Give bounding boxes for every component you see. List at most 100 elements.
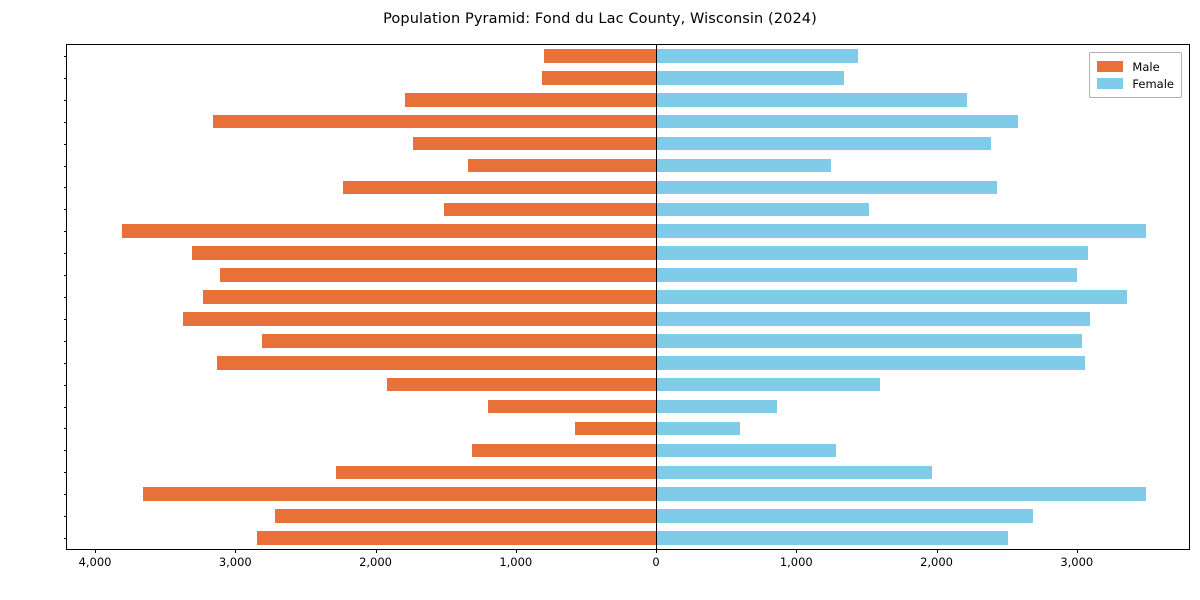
bar-female [656,180,997,195]
bar-female [656,334,1082,348]
y-axis-tick-mark [63,99,67,101]
bar-female [656,202,870,217]
y-axis-tick-mark [63,297,67,298]
x-axis-tick-mark [375,549,377,553]
bar-row [67,246,1189,260]
legend-entry[interactable]: Male [1097,58,1174,75]
x-axis-tick-mark [796,549,798,553]
x-axis-tick-label: 2,000 [920,555,954,569]
bar-row [67,399,1189,414]
x-axis-tick-mark [235,549,237,553]
bar-male [467,158,657,173]
bars-layer [67,45,1189,549]
bar-row [67,334,1189,348]
bar-row [67,443,1189,458]
chart-legend: Male Female [1089,52,1182,98]
bar-male [405,92,657,107]
bar-male [274,509,657,523]
legend-label: Male [1132,59,1160,74]
bar-male [220,268,657,282]
x-axis-tick-mark [515,549,517,553]
bar-female [656,377,881,392]
bar-row [67,49,1189,63]
bar-female [656,421,741,436]
bar-female [656,71,844,85]
bar-row [67,158,1189,173]
y-axis-tick-mark [63,516,67,518]
y-axis-tick-mark [63,121,67,123]
chart-title: Population Pyramid: Fond du Lac County, … [383,11,817,27]
bar-male [487,399,657,414]
y-axis-tick-mark [63,406,67,408]
bar-male [212,114,657,129]
x-axis-tick-label: 1,000 [499,555,533,569]
bar-male [121,224,657,239]
x-axis-tick-mark [936,549,938,553]
y-axis-tick-mark [63,362,67,364]
bar-male [183,312,657,326]
bar-male [472,443,657,458]
x-axis-tick-mark [1076,549,1078,553]
legend-swatch-icon [1097,61,1124,72]
bar-row [67,180,1189,195]
bar-row [67,355,1189,370]
bar-row [67,509,1189,523]
bar-row [67,71,1189,85]
bar-male [336,465,657,480]
y-axis-tick-mark [63,384,67,386]
y-axis-tick-mark [63,472,67,474]
y-axis-tick-mark [63,209,67,211]
legend-entry[interactable]: Female [1097,75,1174,92]
bar-male [444,202,657,217]
x-axis-tick-label: 4,000 [78,555,112,569]
bar-female [656,465,933,480]
y-axis-tick-mark [63,450,67,452]
y-axis-tick-mark [63,428,67,430]
bar-female [656,531,1009,545]
x-axis-tick-label: 1,000 [779,555,813,569]
bar-row [67,465,1189,480]
bar-female [656,268,1077,282]
bar-row [67,202,1189,217]
bar-female [656,49,858,63]
y-axis-tick-mark [63,231,67,233]
y-axis-tick-mark [63,77,67,79]
bar-female [656,158,832,173]
bar-male [257,531,657,545]
bar-female [656,136,992,151]
y-axis-tick-mark [63,318,67,320]
legend-label: Female [1132,76,1174,91]
y-axis-tick-mark [63,165,67,167]
bar-row [67,421,1189,436]
bar-female [656,355,1085,370]
y-axis-tick-mark [63,538,67,540]
bar-row [67,487,1189,501]
bar-row [67,268,1189,282]
x-axis-tick-label: 2,000 [359,555,393,569]
bar-female [656,312,1090,326]
y-axis-tick-mark [63,187,67,189]
bar-row [67,224,1189,239]
bar-male [217,355,657,370]
bar-female [656,246,1089,260]
legend-swatch-icon [1097,78,1124,89]
y-axis-tick-mark [63,494,67,496]
plot-area: Under 55-910-1415-1718-19202122-2425-293… [63,44,1190,569]
bar-male [413,136,657,151]
y-axis-tick-mark [63,55,67,57]
bar-row [67,290,1189,304]
bar-female [656,509,1034,523]
y-axis-tick-mark [63,143,67,145]
zero-axis-line [656,45,658,549]
bar-row [67,377,1189,392]
x-axis-tick-label: 3,000 [1060,555,1094,569]
x-axis-tick-mark [95,549,97,553]
bar-row [67,92,1189,107]
bar-male [542,71,657,85]
y-axis-tick-mark [63,340,67,342]
bar-row [67,136,1189,151]
bar-row [67,114,1189,129]
bar-female [656,114,1018,129]
bar-male [142,487,657,501]
